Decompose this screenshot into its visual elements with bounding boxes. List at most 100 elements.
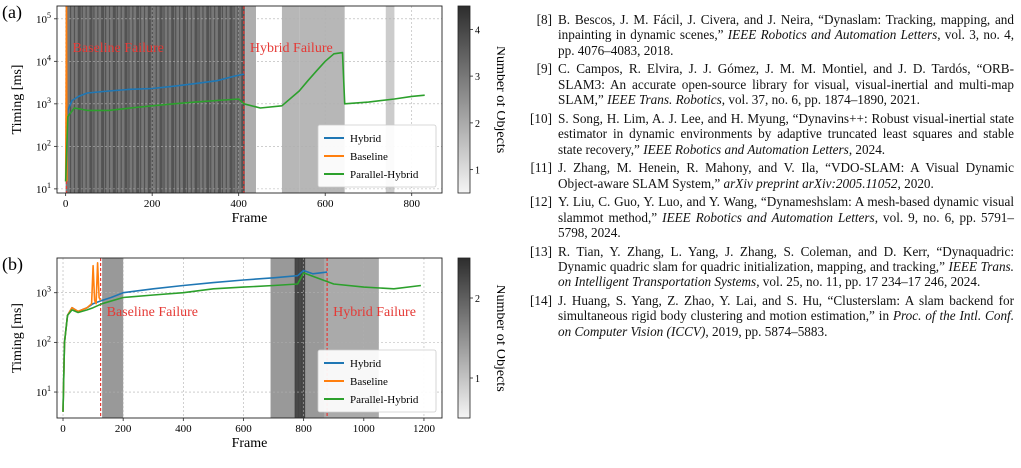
legend-box: [317, 349, 437, 413]
x-tick-label: 200: [144, 198, 161, 210]
object-band-line: [210, 6, 212, 193]
colorbar-tick-label: 3: [475, 72, 480, 83]
chart-panel: (b) Baseline Failure Hybrid Failure 0 200 400…: [2, 254, 508, 451]
series-line: [64, 51, 425, 182]
y-axis-label: Timing [ms]: [10, 65, 25, 135]
reference-item: [8] B. Bescos, J. M. Fácil, J. Civera, an…: [522, 12, 1014, 58]
y-tick-label: 104: [36, 53, 51, 68]
colorbar-bar: [457, 257, 471, 419]
chart-panel: (a) Baseline Failure Hybrid Failure 0 200 400…: [2, 2, 508, 226]
plot-frame: [56, 257, 443, 419]
series-line: [62, 272, 421, 412]
object-band-line: [297, 258, 300, 418]
x-tick-label: 0: [60, 423, 66, 435]
reference-number: [9]: [536, 61, 552, 77]
legend-label: Hybrid: [350, 133, 382, 145]
reference-text: C. Campos, R. Elvira, J. J. Gómez, J. M.…: [558, 61, 1014, 108]
legend-box: [317, 124, 437, 188]
object-band-line: [302, 258, 304, 418]
series-group: [62, 262, 421, 412]
series-line: [64, 73, 245, 182]
x-axis-label: Frame: [232, 211, 268, 226]
object-band-line: [143, 6, 146, 193]
reference-item: [14] J. Huang, S. Yang, Z. Zhao, Y. Lai, …: [522, 293, 1014, 339]
legend-label: Parallel-Hybrid: [350, 394, 419, 406]
colorbar: 1 2 3 4 Number of Objects: [457, 5, 508, 194]
reference-item: [10] S. Song, H. Lim, A. J. Lee, and H. M…: [522, 111, 1014, 157]
reference-venue: IEEE Robotics and Automation Letters: [727, 27, 938, 43]
object-band-line: [124, 6, 128, 193]
reference-text: S. Song, H. Lim, A. J. Lee, and H. Myung…: [558, 110, 1014, 157]
figure-svg: (a) Baseline Failure Hybrid Failure 0 200 400…: [2, 2, 508, 451]
x-tick-label: 600: [317, 198, 334, 210]
object-band-line: [81, 6, 83, 193]
reference-text: , 2019, pp. 5874–5883.: [705, 323, 828, 339]
reference-venue: IEEE Trans. on Intelligent Transportatio…: [558, 259, 1014, 290]
object-band-line: [89, 6, 93, 193]
x-tick-label: 400: [175, 423, 192, 435]
reference-number: [12]: [530, 194, 552, 210]
reference-item: [9] C. Campos, R. Elvira, J. J. Gómez, J.…: [522, 61, 1014, 107]
reference-venue: IEEE Trans. Robotics: [607, 92, 722, 108]
object-band-line: [186, 6, 188, 193]
colorbar-tick-label: 1: [475, 166, 480, 177]
x-tick-label: 800: [403, 198, 420, 210]
colorbar-tick-label: 4: [475, 25, 480, 36]
y-tick-label: 101: [36, 181, 51, 196]
failure-annotation: Hybrid Failure: [250, 41, 333, 56]
x-tick-label: 1000: [353, 423, 376, 435]
reference-number: [13]: [530, 243, 552, 259]
object-band-line: [120, 6, 122, 193]
colorbar-tick-label: 1: [475, 374, 480, 385]
y-tick-label: 101: [36, 384, 51, 399]
reference-text: , vol. 37, no. 6, pp. 1874–1890, 2021.: [721, 92, 920, 108]
x-tick-label: 600: [235, 423, 252, 435]
object-band-line: [190, 6, 192, 193]
panel-label: (b): [2, 254, 23, 275]
x-tick-label: 200: [115, 423, 132, 435]
reference-text: J. Zhang, M. Henein, R. Mahony, and V. I…: [558, 160, 1014, 191]
y-tick-label: 103: [36, 96, 51, 111]
reference-text: , 2024.: [848, 141, 886, 157]
object-band-line: [182, 6, 186, 193]
object-band-line: [101, 6, 105, 193]
object-band-line: [300, 258, 303, 418]
reference-item: [11] J. Zhang, M. Henein, R. Mahony, and …: [522, 160, 1014, 191]
object-band: [65, 6, 246, 193]
object-band: [245, 6, 256, 193]
y-tick-label: 103: [36, 285, 51, 300]
object-band-line: [136, 6, 140, 193]
object-band-line: [241, 6, 245, 193]
reference-text: J. Huang, S. Yang, Z. Zhao, Y. Lai, and …: [558, 293, 1014, 324]
object-band-line: [108, 6, 111, 193]
legend: Hybrid Baseline Parallel-Hybrid: [317, 124, 437, 188]
object-band-line: [175, 6, 177, 193]
object-band-line: [69, 6, 72, 193]
object-band-line: [202, 6, 204, 193]
reference-item: [12] Y. Liu, C. Guo, Y. Luo, and Y. Wang,…: [522, 194, 1014, 240]
reference-number: [10]: [530, 110, 552, 126]
object-band-line: [147, 6, 151, 193]
object-band-line: [116, 6, 118, 193]
reference-text: B. Bescos, J. M. Fácil, J. Civera, and J…: [558, 12, 1014, 43]
legend-label: Baseline: [350, 151, 388, 163]
reference-text: , vol. 25, no. 11, pp. 17 234–17 246, 20…: [756, 274, 981, 290]
object-band-line: [171, 6, 175, 193]
x-tick-label: 800: [295, 423, 312, 435]
colorbar: 1 2 Number of Objects: [457, 257, 508, 419]
object-band-line: [155, 6, 157, 193]
legend-label: Hybrid: [350, 358, 382, 370]
reference-venue: arXiv preprint arXiv:2005.11052: [723, 175, 898, 191]
reference-text: , vol. 9, no. 6, pp. 5791–5798, 2024.: [558, 209, 1014, 241]
object-band-line: [163, 6, 165, 193]
object-band: [102, 258, 124, 418]
object-band-line: [132, 6, 134, 193]
legend: Hybrid Baseline Parallel-Hybrid: [317, 349, 437, 413]
colorbar-bar: [457, 5, 471, 194]
object-band-line: [97, 6, 99, 193]
y-tick-label: 102: [36, 138, 51, 153]
object-band-line: [206, 6, 210, 193]
plot-frame: [56, 5, 443, 194]
reference-number: [8]: [536, 12, 552, 27]
x-tick-label: 0: [63, 198, 69, 210]
